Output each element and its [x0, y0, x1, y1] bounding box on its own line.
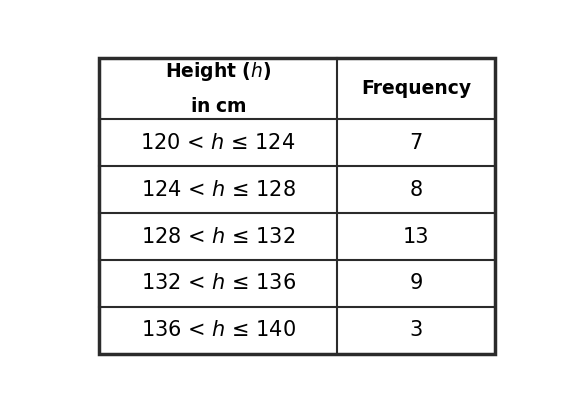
Bar: [100, 58, 495, 354]
Text: 3: 3: [409, 320, 423, 340]
Text: 132 < $h$ ≤ 136: 132 < $h$ ≤ 136: [140, 273, 296, 293]
Text: 9: 9: [409, 273, 423, 293]
Text: Frequency: Frequency: [361, 79, 471, 98]
Text: 128 < $h$ ≤ 132: 128 < $h$ ≤ 132: [141, 226, 295, 246]
Text: 120 < $h$ ≤ 124: 120 < $h$ ≤ 124: [140, 133, 296, 153]
Text: 13: 13: [403, 226, 429, 246]
Text: 7: 7: [409, 133, 423, 153]
Text: $\mathbf{in\ cm}$: $\mathbf{in\ cm}$: [190, 97, 246, 115]
Text: 8: 8: [409, 180, 422, 200]
Text: 136 < $h$ ≤ 140: 136 < $h$ ≤ 140: [140, 320, 296, 340]
Text: $\mathbf{Height\ (}$$\mathit{h}$$\mathbf{)}$: $\mathbf{Height\ (}$$\mathit{h}$$\mathbf…: [165, 60, 271, 83]
Text: 124 < $h$ ≤ 128: 124 < $h$ ≤ 128: [141, 180, 296, 200]
